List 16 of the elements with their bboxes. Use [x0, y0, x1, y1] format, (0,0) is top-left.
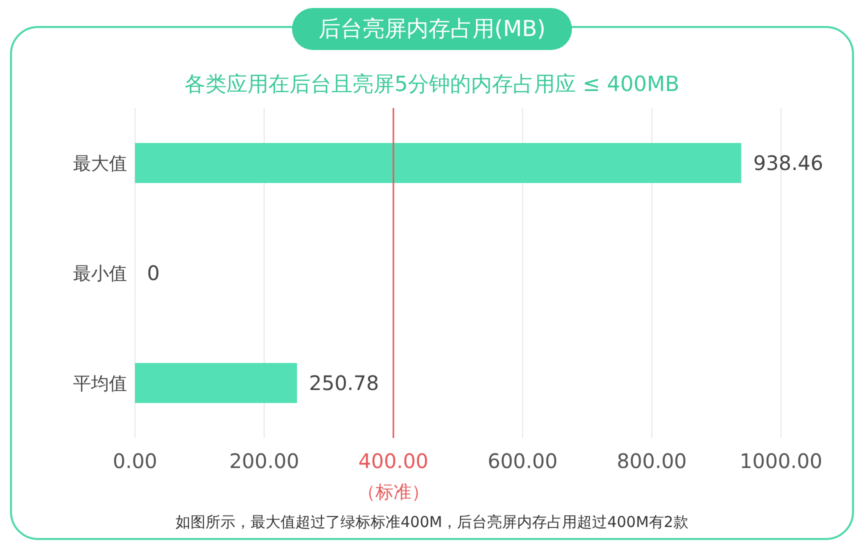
x-tick-label: 200.00	[229, 449, 300, 473]
x-tick-label: 0.00	[112, 449, 158, 473]
x-tick-label: 1000.00	[740, 449, 822, 473]
data-label: 938.46	[753, 151, 824, 175]
x-tick-label: 400.00	[358, 449, 428, 473]
y-tick-label: 最小值	[73, 263, 127, 284]
y-tick-label: 平均值	[73, 373, 127, 394]
data-label: 250.78	[309, 371, 379, 395]
chart-subtitle: 各类应用在后台且亮屏5分钟的内存占用应 ≤ 400MB	[184, 71, 680, 98]
data-label: 0	[147, 261, 160, 285]
x-tick-label: 600.00	[488, 449, 558, 473]
x-tick-label: 800.00	[616, 449, 687, 473]
text: 如图所示，最大值超过了绿标标准400M，后台亮屏内存占用超过400M有2款	[174, 513, 690, 532]
ref-line-label: （标准）	[357, 482, 430, 503]
y-tick-label: 最大值	[73, 153, 127, 174]
chart-title: 后台亮屏内存占用(MB)	[292, 8, 572, 50]
